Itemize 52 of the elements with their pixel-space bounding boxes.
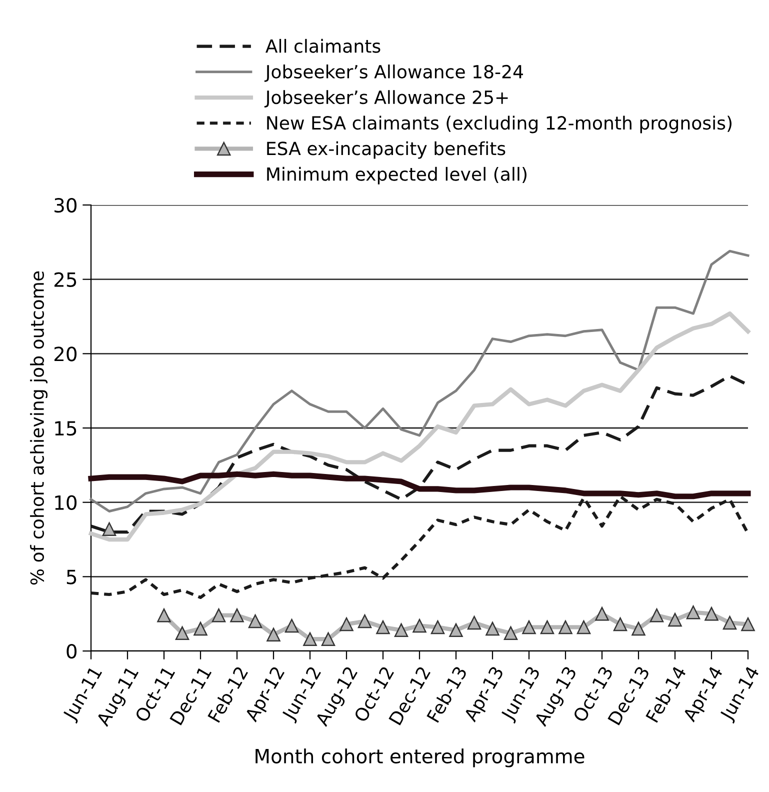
point <box>595 606 609 621</box>
point <box>266 628 280 642</box>
point <box>194 622 208 636</box>
point <box>576 620 591 634</box>
point <box>613 617 628 632</box>
y-tick-label: 30 <box>54 198 77 213</box>
point <box>157 608 171 622</box>
legend-label: Jobseeker’s Allowance 18-24 <box>264 64 523 82</box>
x-axis-title: Month cohort entered programme <box>256 748 584 768</box>
y-tick-label: 10 <box>55 495 77 510</box>
point <box>650 608 664 622</box>
point <box>340 617 354 632</box>
legend-label: New ESA claimants (excluding 12-month prognosis) <box>267 116 732 134</box>
legend-label: All claimants <box>266 38 380 53</box>
point <box>668 612 682 627</box>
y-tick-label: 20 <box>54 346 77 362</box>
line-series <box>89 494 750 600</box>
point <box>467 616 482 630</box>
point <box>504 626 518 640</box>
point <box>248 614 262 628</box>
point <box>741 617 755 632</box>
y-tick-label: 0 <box>66 644 77 659</box>
point <box>321 632 336 646</box>
y-tick-label: 5 <box>66 570 76 584</box>
legend-label: Jobseeker’s Allowance 25+ <box>264 90 508 108</box>
point <box>686 605 700 620</box>
point <box>632 622 646 636</box>
point <box>449 623 463 638</box>
point <box>284 618 299 633</box>
line-series <box>88 311 750 542</box>
line-series <box>90 250 750 513</box>
point <box>303 632 317 646</box>
point <box>522 620 536 634</box>
point <box>704 606 718 621</box>
y-tick-label: 15 <box>55 421 76 436</box>
point <box>230 608 244 622</box>
point <box>376 620 390 634</box>
point <box>722 616 737 630</box>
legend-label: ESA ex-incapacity benefits <box>267 141 506 159</box>
point <box>175 626 190 640</box>
point <box>558 620 572 634</box>
point <box>412 618 426 633</box>
legend-label: Minimum expected level (all) <box>267 166 526 184</box>
point <box>102 522 116 536</box>
y-axis-title: % of cohort achieving job outcome <box>30 271 48 585</box>
point <box>430 620 445 634</box>
point <box>394 623 408 638</box>
y-tick-label: 25 <box>54 272 76 287</box>
point <box>486 622 500 636</box>
point <box>212 608 226 622</box>
point <box>358 614 372 628</box>
point <box>540 620 554 634</box>
